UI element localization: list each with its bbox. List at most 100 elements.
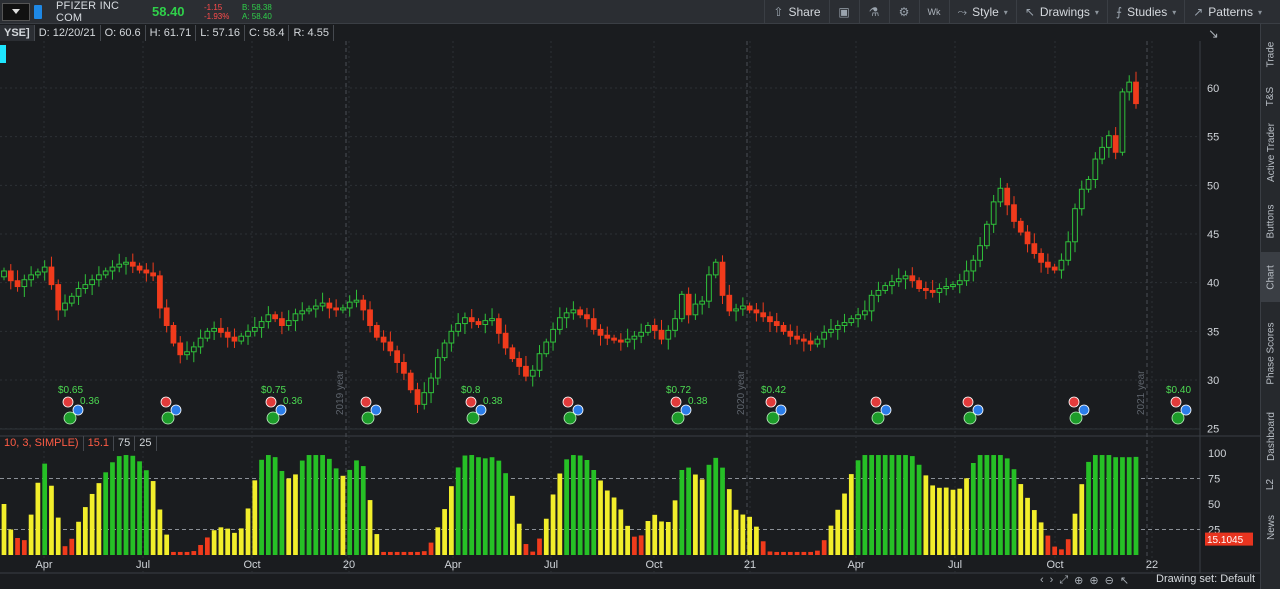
drawing-cursor-icon[interactable]: ↖ <box>1119 574 1130 587</box>
x-tick-label: Jul <box>544 559 558 571</box>
drawings-button[interactable]: ↖ Drawings ▾ <box>1015 0 1107 24</box>
oscillator-bar <box>503 473 508 555</box>
candle-body <box>550 328 556 343</box>
snapshot-icon: ▣ <box>838 5 850 19</box>
oscillator-bar <box>489 457 495 555</box>
candle-body <box>794 335 800 340</box>
symbol-dropdown-button[interactable] <box>2 2 30 21</box>
candle-body <box>231 336 238 342</box>
zoom-out-icon[interactable]: ⊖ <box>1104 574 1114 587</box>
oscillator-current-value: 15.1045 <box>1207 535 1244 546</box>
tab-chart[interactable]: Chart <box>1261 252 1280 302</box>
candle-body <box>665 329 672 340</box>
oscillator-bar <box>1092 455 1098 555</box>
oscillator-axis-label: 100 <box>1208 448 1226 460</box>
event-marker-group[interactable] <box>962 396 984 425</box>
oscillator-bar <box>204 537 210 555</box>
candle-body <box>563 312 570 319</box>
event-marker-group[interactable] <box>870 396 892 425</box>
oscillator-bar <box>455 467 461 555</box>
candle-body <box>651 324 658 331</box>
oscillator-bar <box>157 509 163 555</box>
candle-body <box>787 330 794 337</box>
pan-icon[interactable]: ⊕ <box>1074 574 1084 587</box>
tab-ts[interactable]: T&S <box>1265 86 1277 106</box>
candle-body <box>441 342 448 359</box>
chevron-down-icon: ▾ <box>1094 7 1099 17</box>
dividend-label: 0.38 <box>483 396 503 407</box>
event-marker-group[interactable]: $0.40 <box>1166 385 1191 425</box>
event-marker-group[interactable] <box>562 396 584 425</box>
tab-active-trader[interactable]: Active Trader <box>1265 122 1277 182</box>
candle-body <box>1072 208 1078 243</box>
oscillator-bar <box>1120 457 1125 555</box>
oscillator-bar <box>211 530 217 555</box>
candle-body <box>170 324 177 344</box>
earnings-icon <box>765 396 777 408</box>
oscillator-bar <box>496 460 502 555</box>
oscillator-bar <box>970 463 976 555</box>
range-value: R: 4.55 <box>289 25 334 41</box>
settings-button[interactable]: ⚙ <box>888 0 919 24</box>
studies-button[interactable]: ⨍ Studies ▾ <box>1106 0 1184 24</box>
event-marker-group[interactable]: $0.720.38 <box>666 385 708 425</box>
chart-snapshot-button[interactable]: ▣ <box>828 0 859 24</box>
oscillator-bar <box>238 528 244 555</box>
candle-body <box>570 309 577 314</box>
oscillator-bar <box>320 455 325 555</box>
flask-icon: ⚗ <box>868 5 880 19</box>
scroll-right-icon[interactable]: › <box>1049 574 1054 586</box>
candle-body <box>1051 266 1058 271</box>
chevron-down-icon: ▾ <box>1257 7 1262 17</box>
candle-body <box>75 288 82 297</box>
event-marker-group[interactable]: $0.650.36 <box>58 385 100 425</box>
style-button[interactable]: ⤳ Style ▾ <box>948 0 1016 24</box>
tab-l2[interactable]: L2 <box>1265 478 1277 490</box>
patterns-button[interactable]: ↗ Patterns ▾ <box>1184 0 1280 24</box>
event-marker-group[interactable] <box>1068 396 1090 425</box>
tab-trade[interactable]: Trade <box>1265 41 1277 67</box>
link-color-icon[interactable] <box>34 4 42 19</box>
flask-button[interactable]: ⚗ <box>858 0 889 24</box>
share-button[interactable]: ⇧ Share <box>764 0 828 24</box>
price-tick-label: 60 <box>1207 83 1219 95</box>
dividend-icon <box>266 411 280 425</box>
event-marker-group[interactable]: $0.750.36 <box>261 385 303 425</box>
candle-body <box>326 302 333 309</box>
oscillator-bar <box>1072 513 1078 555</box>
candle-body <box>136 265 143 271</box>
dividend-label: $0.42 <box>761 385 786 396</box>
scroll-left-icon[interactable]: ‹ <box>1040 574 1044 586</box>
oscillator-lower: 25 <box>135 436 157 451</box>
event-marker-group[interactable] <box>160 396 182 425</box>
event-marker-group[interactable]: $0.42 <box>761 385 786 425</box>
candle-body <box>1 270 7 278</box>
oscillator-bar <box>638 535 644 555</box>
tab-dashboard[interactable]: Dashboard <box>1265 411 1277 461</box>
tab-buttons[interactable]: Buttons <box>1265 204 1277 238</box>
right-sidebar: Trade T&S Active Trader Buttons Chart Ph… <box>1260 24 1280 589</box>
event-marker-group[interactable] <box>360 396 382 425</box>
candle-body <box>407 372 414 391</box>
oscillator-bar <box>1079 484 1085 555</box>
oscillator-bar <box>449 486 454 555</box>
oscillator-bar <box>171 551 176 555</box>
tab-phase-scores[interactable]: Phase Scores <box>1265 321 1277 385</box>
tab-news[interactable]: News <box>1265 514 1277 540</box>
oscillator-bar <box>713 457 719 555</box>
candle-body <box>577 309 584 316</box>
collapse-icon[interactable]: ↘ <box>1208 26 1219 41</box>
event-marker-group[interactable]: $0.80.38 <box>461 385 503 425</box>
zoom-fit-icon[interactable]: ⤢ <box>1059 573 1069 586</box>
period-button[interactable]: Wk <box>918 0 949 24</box>
caret-down-icon <box>12 9 20 14</box>
oscillator-bar <box>1052 546 1058 555</box>
drawing-set-label[interactable]: Drawing set: Default <box>1156 573 1256 585</box>
candle-body <box>556 317 563 330</box>
candle-body <box>848 318 855 324</box>
open-value: O: 60.6 <box>100 25 146 41</box>
oscillator-bar <box>123 455 129 555</box>
price-chart[interactable]: 60 55 50 45 40 35 30 25 2019 year 2020 year 2021 y… <box>0 25 1260 589</box>
x-tick-label: Oct <box>1046 559 1063 571</box>
zoom-in-icon[interactable]: ⊕ <box>1089 574 1099 587</box>
